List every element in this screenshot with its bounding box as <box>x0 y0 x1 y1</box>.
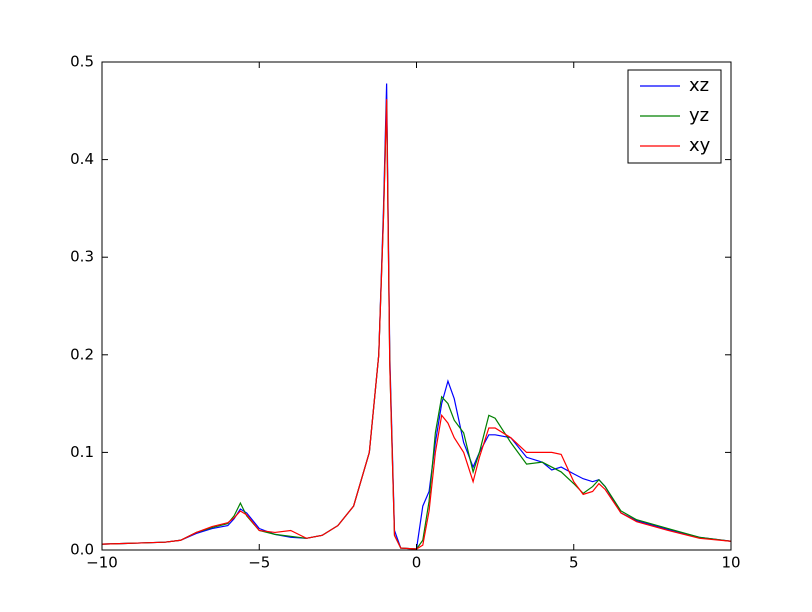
y-tick-label: 0.5 <box>70 53 94 71</box>
y-tick-label: 0.4 <box>70 150 94 168</box>
x-tick-label: 10 <box>721 554 740 572</box>
x-tick-label: 0 <box>412 554 422 572</box>
x-tick-label: −5 <box>248 554 270 572</box>
y-tick-label: 0.1 <box>70 443 94 461</box>
x-tick-label: 5 <box>569 554 579 572</box>
data-line <box>101 83 732 550</box>
data-line <box>101 99 732 550</box>
legend-label: yz <box>689 105 709 126</box>
y-tick-label: 0.3 <box>70 248 94 266</box>
legend-label: xy <box>689 135 711 156</box>
y-tick-label: 0.2 <box>70 345 94 363</box>
y-tick-label: 0.0 <box>70 541 94 559</box>
x-tick-label: −10 <box>86 554 118 572</box>
legend-label: xz <box>689 75 709 96</box>
